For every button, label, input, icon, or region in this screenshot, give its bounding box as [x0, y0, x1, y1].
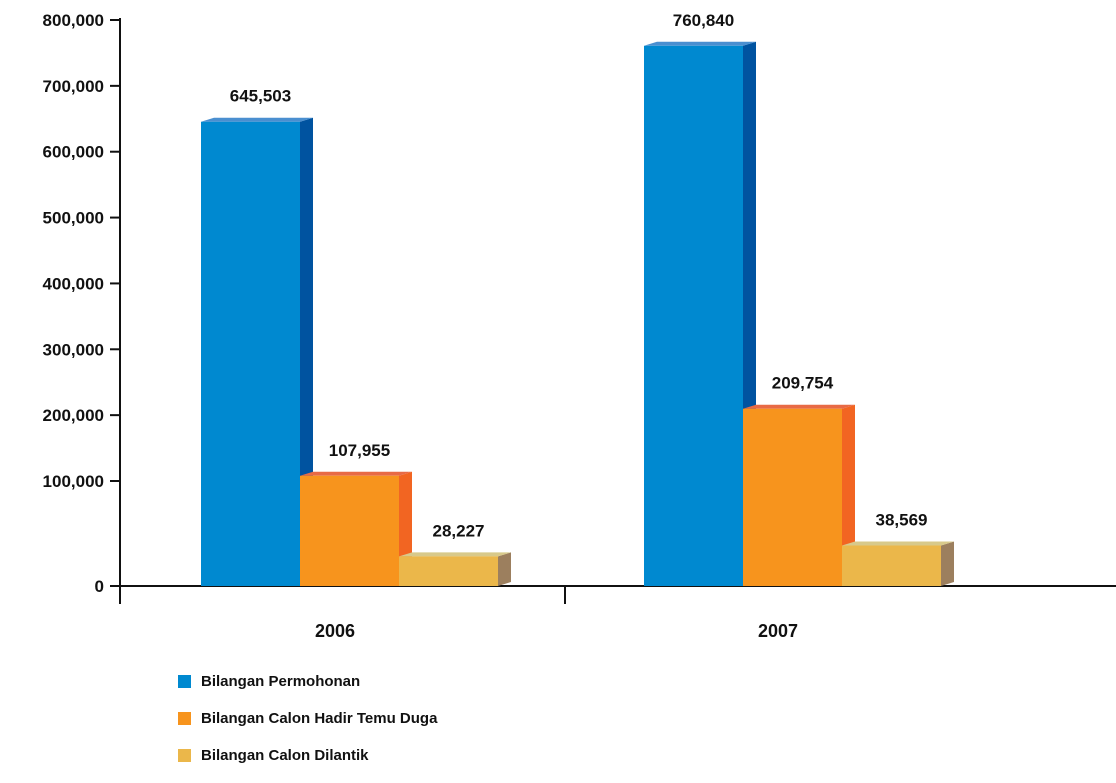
legend-item: Bilangan Calon Hadir Temu Duga: [178, 709, 437, 727]
bar: [201, 117, 313, 586]
data-labels: 645,503 107,955 28,227 760,840 209,754 38,569: [230, 11, 928, 541]
y-tick-label: 500,000: [43, 209, 104, 228]
bar: [842, 541, 954, 586]
bar-front: [300, 475, 399, 586]
legend-label: Bilangan Permohonan: [201, 672, 361, 690]
legend: Bilangan Permohonan Bilangan Calon Hadir …: [178, 672, 437, 783]
data-label: 645,503: [230, 87, 291, 106]
y-tick-label: 0: [95, 577, 104, 596]
bar-front: [201, 121, 300, 586]
data-label: 107,955: [329, 441, 390, 460]
bars: [201, 41, 954, 586]
y-tick-label: 200,000: [43, 406, 104, 425]
y-tick-label: 600,000: [43, 143, 104, 162]
bar-front: [842, 545, 941, 586]
data-label: 760,840: [673, 11, 734, 30]
legend-swatch: [178, 711, 191, 725]
bar-front: [644, 45, 743, 586]
legend-swatch: [178, 748, 191, 762]
legend-label: Bilangan Calon Dilantik: [201, 746, 369, 764]
data-label: 209,754: [772, 374, 834, 393]
bar-side: [300, 117, 313, 586]
bar-front: [743, 408, 842, 586]
y-tick-label: 800,000: [43, 11, 104, 30]
legend-swatch: [178, 674, 191, 688]
y-tick-label: 700,000: [43, 77, 104, 96]
legend-item: Bilangan Permohonan: [178, 672, 437, 690]
bar-top: [201, 117, 313, 122]
y-tick-label: 300,000: [43, 340, 104, 359]
y-tick-label: 100,000: [43, 472, 104, 491]
bar: [644, 41, 756, 586]
bar: [743, 404, 855, 586]
bar-top: [300, 471, 412, 476]
bar-front: [399, 556, 498, 586]
bar-side: [842, 404, 855, 586]
bar-top: [842, 541, 954, 546]
bar: [300, 471, 412, 586]
x-tick-label: 2006: [315, 621, 355, 641]
bar-side: [498, 552, 511, 586]
bar-side: [941, 541, 954, 586]
x-tick-label: 2007: [758, 621, 798, 641]
legend-item: Bilangan Calon Dilantik: [178, 746, 437, 764]
data-label: 38,569: [876, 511, 928, 530]
bar-top: [399, 552, 511, 557]
legend-label: Bilangan Calon Hadir Temu Duga: [201, 709, 438, 727]
bar-chart: 0 100,000 200,000 300,000 400,000 500,000 600,…: [43, 11, 1116, 641]
bar-top: [743, 404, 855, 409]
y-tick-label: 400,000: [43, 274, 104, 293]
bar-top: [644, 41, 756, 46]
bar: [399, 552, 511, 586]
data-label: 28,227: [433, 521, 485, 540]
